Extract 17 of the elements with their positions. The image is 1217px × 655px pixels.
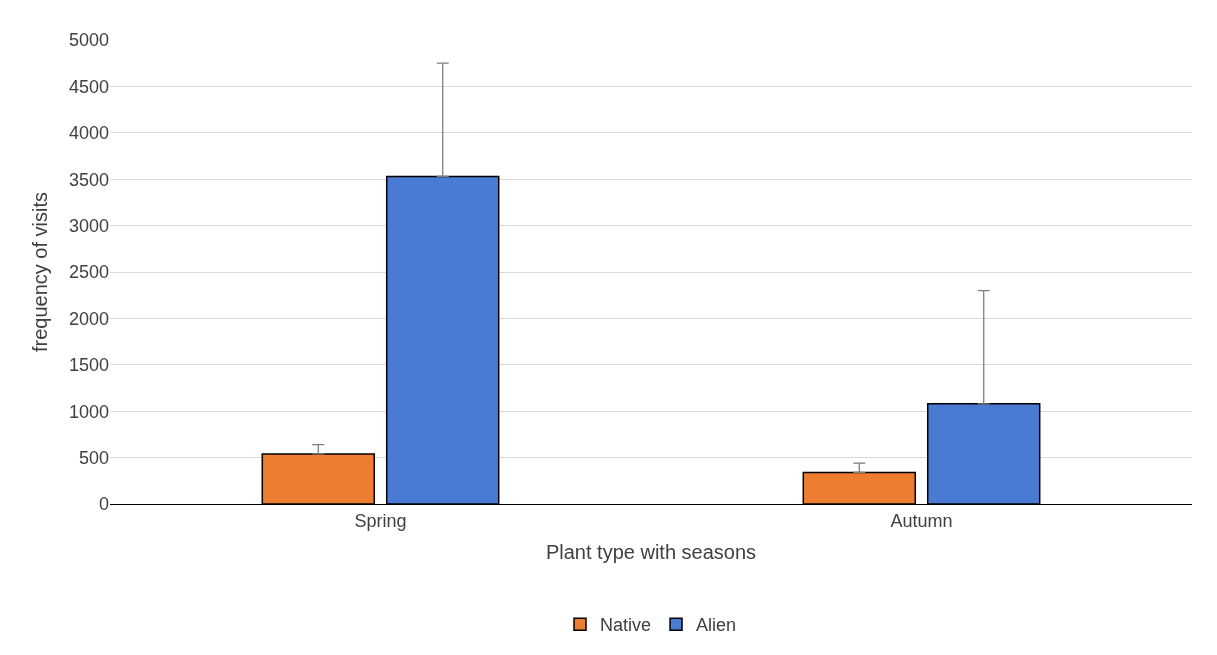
y-tick-label: 2500	[68, 262, 109, 283]
y-tick-label: 2000	[68, 308, 109, 329]
y-tick-label: 3000	[68, 215, 109, 236]
y-axis-title: frequency of visits	[29, 191, 52, 353]
y-tick-label: 1000	[68, 401, 109, 422]
legend-label: Alien	[696, 615, 737, 636]
legend-label: Native	[600, 615, 652, 636]
y-tick-label: 0	[98, 494, 109, 515]
y-tick-label: 3500	[68, 169, 109, 190]
x-tick-label: Spring	[354, 510, 407, 531]
y-tick-label: 5000	[68, 30, 109, 51]
y-tick-label: 500	[78, 447, 109, 468]
y-tick-label: 4000	[68, 123, 109, 144]
x-tick-label: Autumn	[890, 510, 953, 531]
y-tick-label: 4500	[68, 76, 109, 97]
y-tick-label: 1500	[68, 355, 109, 376]
x-axis-title: Plant type with seasons	[545, 541, 757, 564]
